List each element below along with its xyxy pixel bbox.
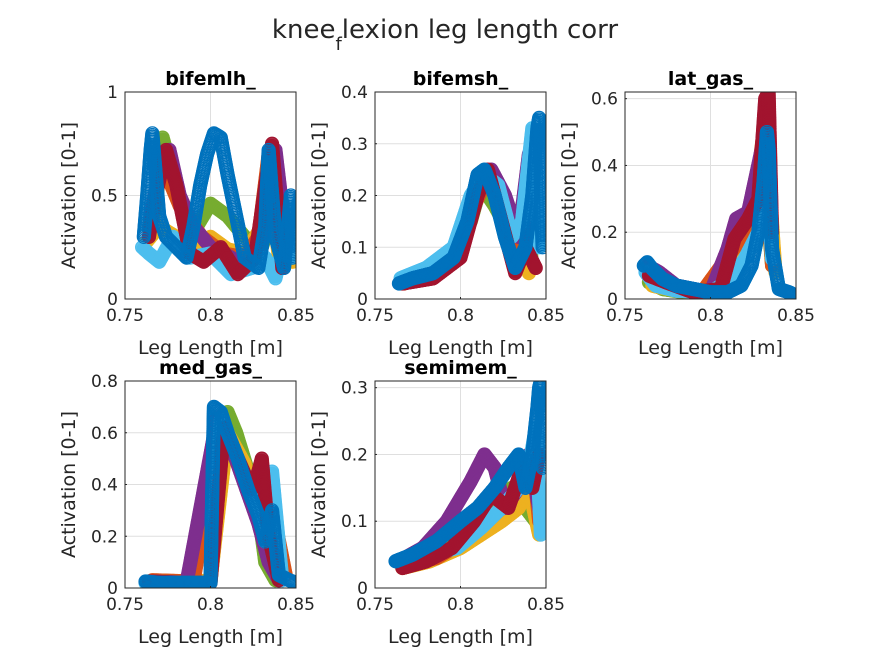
subplot-title: bifemsh_ [413,68,509,90]
y-tick-label: 0.6 [591,90,618,110]
subplot-latgas: 0.75 0.8 0.85 0 0.2 0.4 0.6 lat_gas_ Leg Length … [558,68,815,359]
x-tick-label: 0.75 [356,306,394,326]
series-6 [636,124,796,299]
subplot-title: lat_gas_ [668,68,754,90]
y-tick-label: 0.2 [341,187,368,207]
y-tick-label: 0.3 [341,135,368,155]
y-axis-label: Activation [0-1] [58,122,80,269]
x-tick-label: 0.85 [777,306,815,326]
x-tick-label: 0.8 [197,306,224,326]
data-point [535,240,546,255]
series-group [135,126,296,286]
data-point [785,286,796,299]
x-axis-label: Leg Length [m] [138,337,283,359]
subplot-title: bifemlh_ [165,68,256,90]
y-tick-label: 0.4 [341,83,368,103]
data-point [528,260,543,276]
figure-title-suffix: lexion leg length corr [342,15,619,45]
x-tick-label: 0.8 [697,306,724,326]
series-group [138,399,296,588]
y-tick-label: 0.4 [591,156,618,176]
series-group [636,92,796,299]
x-axis-label: Leg Length [m] [638,337,783,359]
y-tick-label: 0.2 [591,223,618,243]
figure-title: kneeflexion leg length corr [272,15,618,55]
y-tick-label: 0 [607,290,618,310]
y-tick-label: 0.5 [91,187,118,207]
x-tick-label: 0.75 [106,306,144,326]
subplot-grid: 0.75 0.8 0.85 0 0.5 1 bifemlh_ Leg Length [m] Ac… [58,68,815,648]
x-tick-label: 0.85 [527,306,565,326]
y-tick-label: 0 [107,290,118,310]
data-point [285,250,296,265]
subplot-bifemsh: 0.75 0.8 0.85 0 0.1 0.2 0.3 0.4 bifemsh_ Leg Leng… [308,68,565,359]
y-tick-label: 0 [357,290,368,310]
x-tick-label: 0.75 [606,306,644,326]
x-tick-label: 0.85 [277,306,315,326]
subplot-bifemlh: 0.75 0.8 0.85 0 0.5 1 bifemlh_ Leg Length [m] Ac… [58,68,315,359]
x-tick-label: 0.8 [447,306,474,326]
y-tick-label: 0.1 [341,238,368,258]
y-axis-label: Activation [0-1] [558,122,580,269]
series-group [391,110,546,291]
y-axis-label: Activation [0-1] [308,122,330,269]
x-axis-label: Leg Length [m] [388,337,533,359]
figure-title-prefix: knee [272,15,336,45]
series-6 [136,126,296,276]
y-tick-label: 1 [107,83,118,103]
figure-title-subscript: f [335,34,342,55]
series-6 [391,110,546,291]
